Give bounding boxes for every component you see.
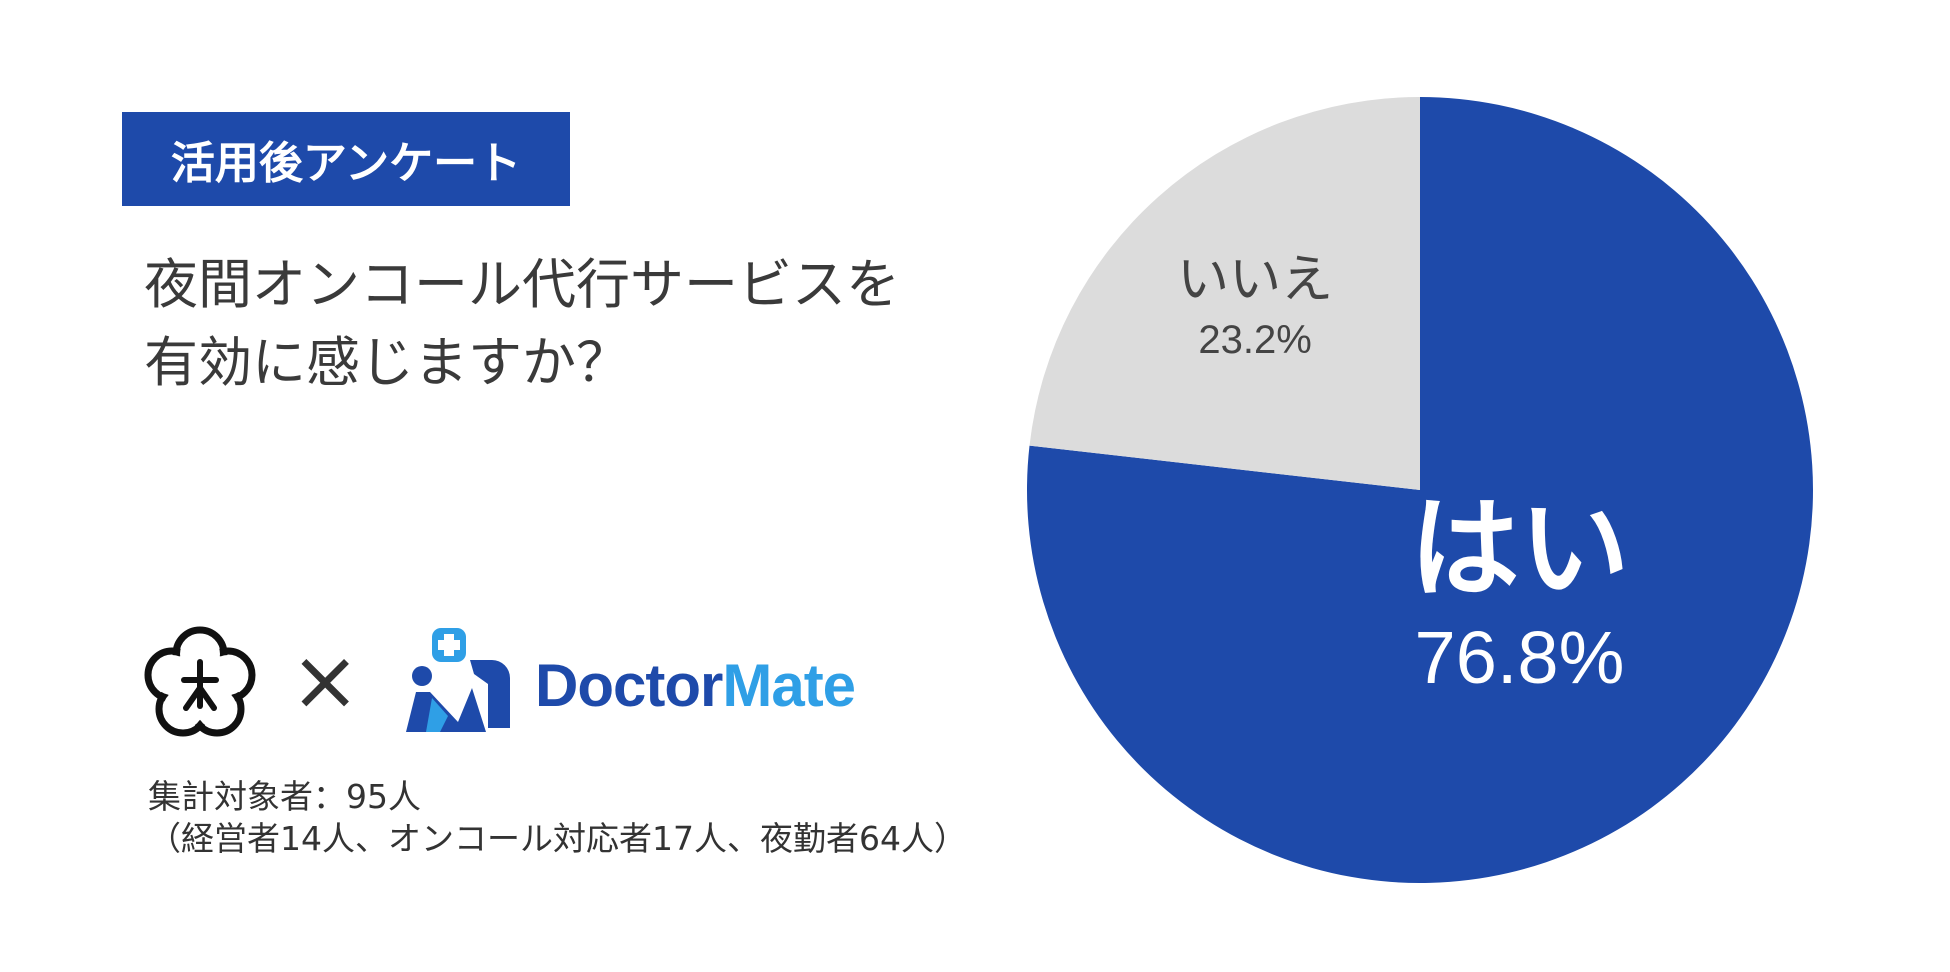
logo-row: × DoctorMate (140, 624, 900, 740)
slice-value-yes: 76.8% (1415, 616, 1625, 699)
sample-count: 集計対象者：95人 (148, 777, 421, 816)
slice-value-no: 23.2% (1198, 318, 1311, 362)
question-line-1: 夜間オンコール代行サービスを (144, 253, 900, 316)
doctormate-figures-icon (406, 628, 510, 732)
pie-slice-yes (1027, 97, 1813, 884)
brand-name-part-2: Mate (722, 652, 856, 719)
slice-label-no: いいえ (1177, 250, 1333, 310)
plum-blossom-logo-icon (144, 626, 256, 737)
question-line-2: 有効に感じますか？ (144, 331, 630, 394)
slice-label-yes: はい (1409, 485, 1629, 613)
cross-symbol: × (290, 631, 361, 729)
brand-name: DoctorMate (535, 656, 856, 716)
sample-breakdown: （経営者14人、オンコール対応者17人、夜勤者64人） (148, 819, 967, 858)
brand-name-part-1: Doctor (535, 652, 723, 719)
survey-badge: 活用後アンケート (122, 112, 570, 206)
pie-slice-no (1029, 97, 1420, 490)
question-text: 夜間オンコール代行サービスを 有効に感じますか？ (144, 246, 900, 402)
sample-notes: 集計対象者：95人 （経営者14人、オンコール対応者17人、夜勤者64人） (148, 776, 967, 860)
